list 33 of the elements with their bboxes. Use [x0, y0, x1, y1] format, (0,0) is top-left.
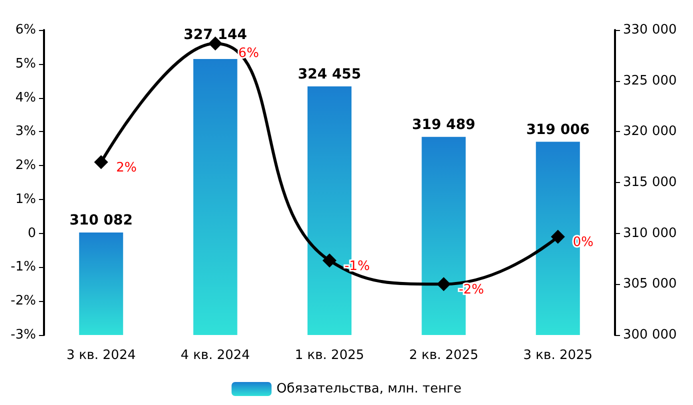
y-tick-label: 3%: [15, 124, 36, 140]
y-tick-label: 2%: [15, 158, 36, 174]
y2-tick-label: 320 000: [623, 124, 677, 140]
y-tick-label: -2%: [10, 294, 36, 309]
y-tick-label: -1%: [10, 260, 36, 275]
y2-tick-label: 315 000: [623, 175, 677, 190]
y2-tick-label: 300 000: [623, 328, 677, 342]
y-tick-label: -3%: [10, 328, 36, 342]
y2-tick-label: 325 000: [623, 73, 677, 88]
data-label: 310 082: [69, 212, 133, 228]
point: [94, 155, 108, 170]
point: [322, 253, 336, 268]
point: [550, 230, 565, 244]
point: [436, 277, 451, 292]
x-tick-label: 3 кв. 2025: [523, 348, 593, 363]
x-tick-label: 4 кв. 2024: [180, 348, 250, 363]
data-label: 324 455: [298, 66, 362, 82]
data-label: 319 489: [412, 116, 476, 133]
x-tick-label: 1 кв. 2025: [294, 348, 364, 363]
data-label: 327 144: [184, 27, 248, 44]
data-label: 319 006: [526, 122, 590, 138]
x-tick-label: 3 кв. 2024: [66, 348, 136, 363]
y2-tick-label: 305 000: [623, 276, 677, 292]
y-tick-label: 4%: [15, 90, 36, 106]
y-tick-label: 5%: [15, 56, 36, 72]
y2-tick-label: 310 000: [623, 226, 677, 241]
data-label: 2%: [116, 160, 137, 176]
y2-tick-label: 330 000: [623, 22, 677, 38]
x-tick-label: 2 кв. 2025: [409, 348, 478, 363]
y-tick-label: 6%: [15, 22, 36, 38]
y-tick-label: 0: [28, 226, 36, 241]
y-tick-label: 1%: [15, 192, 36, 207]
legend-label: Обязательства, млн. тенге: [276, 382, 462, 396]
